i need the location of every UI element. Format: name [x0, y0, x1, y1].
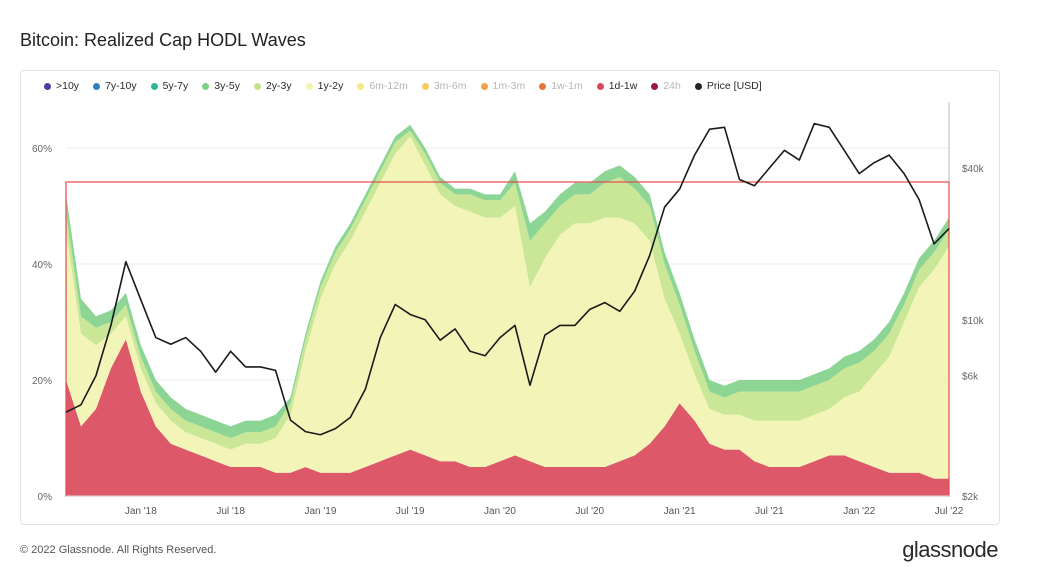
- y-right-tick-label: $40k: [962, 164, 985, 175]
- y-left-tick-label: 60%: [32, 144, 52, 155]
- y-left-tick-label: 0%: [38, 492, 53, 503]
- legend-item[interactable]: 3m-6m: [421, 80, 467, 92]
- legend-item[interactable]: 6m-12m: [357, 80, 408, 92]
- legend-dot: [596, 82, 604, 90]
- legend-dot: [93, 82, 101, 90]
- legend-item[interactable]: 1m-3m: [480, 80, 526, 92]
- legend-label: 1y-2y: [317, 80, 344, 92]
- glassnode-logo[interactable]: glassnode: [902, 537, 998, 562]
- x-tick-label: Jan '20: [484, 506, 516, 517]
- legend-label: Price [USD]: [706, 80, 762, 92]
- x-tick-label: Jan '18: [125, 506, 157, 517]
- x-tick-label: Jul '20: [576, 506, 605, 517]
- copyright: © 2022 Glassnode. All Rights Reserved.: [20, 544, 217, 556]
- legend-label: 3m-6m: [433, 80, 467, 92]
- legend-item[interactable]: Price [USD]: [694, 80, 762, 92]
- legend-label: 3y-5y: [214, 80, 240, 92]
- chart-title: Bitcoin: Realized Cap HODL Waves: [20, 30, 306, 50]
- legend-dot: [421, 82, 429, 90]
- y-right-tick-label: $6k: [962, 372, 979, 383]
- legend-item[interactable]: 1w-1m: [539, 80, 583, 92]
- legend-label: 5y-7y: [162, 80, 189, 92]
- legend-label: 1d-1w: [608, 80, 638, 92]
- legend-dot: [44, 82, 51, 90]
- legend-dot: [150, 82, 158, 90]
- legend-item[interactable]: 3y-5y: [202, 80, 240, 92]
- legend-label: 6m-12m: [369, 80, 408, 92]
- legend-dot: [480, 82, 488, 90]
- y-right-tick-label: $10k: [962, 316, 985, 327]
- legend-item[interactable]: 1d-1w: [596, 80, 638, 92]
- area-series: [66, 339, 949, 496]
- legend-dot: [357, 82, 365, 90]
- area-series: [66, 136, 949, 479]
- legend: >10y 7y-10y 5y-7y 3y-5y 2y-3y 1y-2y 6m-12m 3m-6…: [44, 80, 776, 92]
- legend-label: 7y-10y: [105, 80, 137, 92]
- legend-dot: [305, 82, 313, 90]
- x-tick-label: Jan '19: [304, 506, 336, 517]
- legend-item[interactable]: 7y-10y: [93, 80, 137, 92]
- x-tick-label: Jan '22: [843, 506, 875, 517]
- legend-item[interactable]: 1y-2y: [305, 80, 344, 92]
- legend-dot: [651, 82, 659, 90]
- area-series: [66, 124, 949, 439]
- x-tick-label: Jul '19: [396, 506, 425, 517]
- legend-label: 1w-1m: [551, 80, 583, 92]
- price-line: [65, 122, 950, 436]
- legend-label: >10y: [56, 80, 80, 92]
- legend-dot: [253, 82, 261, 90]
- legend-label: 24h: [663, 80, 681, 92]
- legend-item[interactable]: 2y-3y: [253, 80, 292, 92]
- legend-item[interactable]: 5y-7y: [150, 80, 189, 92]
- legend-dot: [202, 82, 210, 90]
- y-left-tick-label: 40%: [32, 260, 52, 271]
- legend-item[interactable]: 24h: [651, 80, 681, 92]
- legend-item[interactable]: >10y: [44, 80, 79, 92]
- x-tick-label: Jul '18: [216, 506, 245, 517]
- x-tick-label: Jan '21: [664, 506, 696, 517]
- y-left-tick-label: 20%: [32, 376, 52, 387]
- legend-label: 2y-3y: [265, 80, 292, 92]
- x-tick-label: Jul '21: [755, 506, 784, 517]
- legend-dot: [539, 82, 547, 90]
- y-right-tick-label: $2k: [962, 492, 979, 503]
- x-tick-label: Jul '22: [935, 506, 964, 517]
- area-series: [66, 130, 949, 450]
- legend-dot: [694, 82, 702, 90]
- legend-label: 1m-3m: [492, 80, 526, 92]
